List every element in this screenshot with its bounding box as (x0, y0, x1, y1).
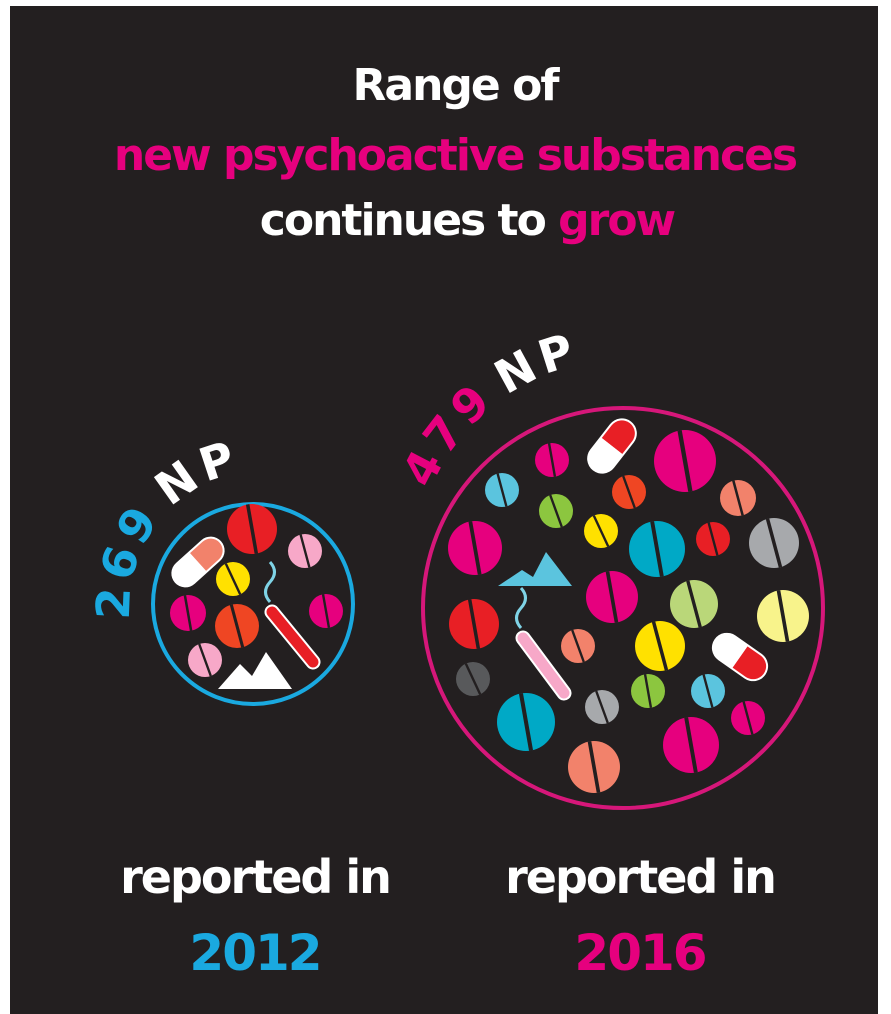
pill-icon (485, 473, 519, 507)
reported-in-2016-label: reported in (505, 850, 775, 904)
powder-icon (498, 552, 572, 586)
title-line-3-a: continues to (260, 195, 558, 246)
pill-icon (215, 604, 259, 648)
pill-icon (612, 475, 646, 509)
pill-icon (170, 595, 206, 631)
pill-icon (720, 480, 756, 516)
joint-icon (264, 560, 321, 670)
pill-icon (663, 717, 719, 773)
pill-icon (629, 521, 685, 577)
pill-icon (448, 521, 502, 575)
pill-icon (696, 522, 730, 556)
powder-icon (218, 652, 292, 689)
pill-icon (631, 674, 665, 708)
pill-icon (568, 741, 620, 793)
substances-2016 (448, 418, 809, 793)
pill-icon (586, 571, 638, 623)
title-line-2: new psychoactive substances (114, 130, 797, 181)
reported-in-2012-label: reported in (120, 850, 390, 904)
pill-icon (635, 621, 685, 671)
pill-icon (670, 580, 718, 628)
pill-icon (309, 594, 343, 628)
pill-icon (188, 643, 222, 677)
title-line-1: Range of (353, 60, 561, 111)
pill-icon (585, 690, 619, 724)
pill-icon (456, 662, 490, 696)
pill-icon (749, 518, 799, 568)
pill-icon (691, 674, 725, 708)
pill-icon (731, 701, 765, 735)
ring-2016 (421, 406, 825, 810)
capsule-icon (587, 418, 637, 474)
pill-icon (216, 562, 250, 596)
capsule-icon (711, 632, 769, 682)
pill-icon (757, 590, 809, 642)
joint-icon (515, 586, 572, 701)
pill-icon (539, 494, 573, 528)
year-2016: 2016 (574, 924, 705, 982)
pill-icon (288, 534, 322, 568)
pill-icon (561, 629, 595, 663)
title-line-3-b: grow (558, 195, 675, 246)
substances-2012 (170, 504, 343, 689)
year-2012: 2012 (189, 924, 320, 982)
pill-icon (584, 514, 618, 548)
title-line-3: continues to grow (260, 195, 676, 246)
pill-icon (497, 693, 555, 751)
ring-2012 (151, 502, 355, 706)
capsule-icon (171, 536, 225, 588)
pill-icon (449, 599, 499, 649)
pill-icon (654, 430, 716, 492)
pill-icon (535, 443, 569, 477)
pill-icon (227, 504, 277, 554)
